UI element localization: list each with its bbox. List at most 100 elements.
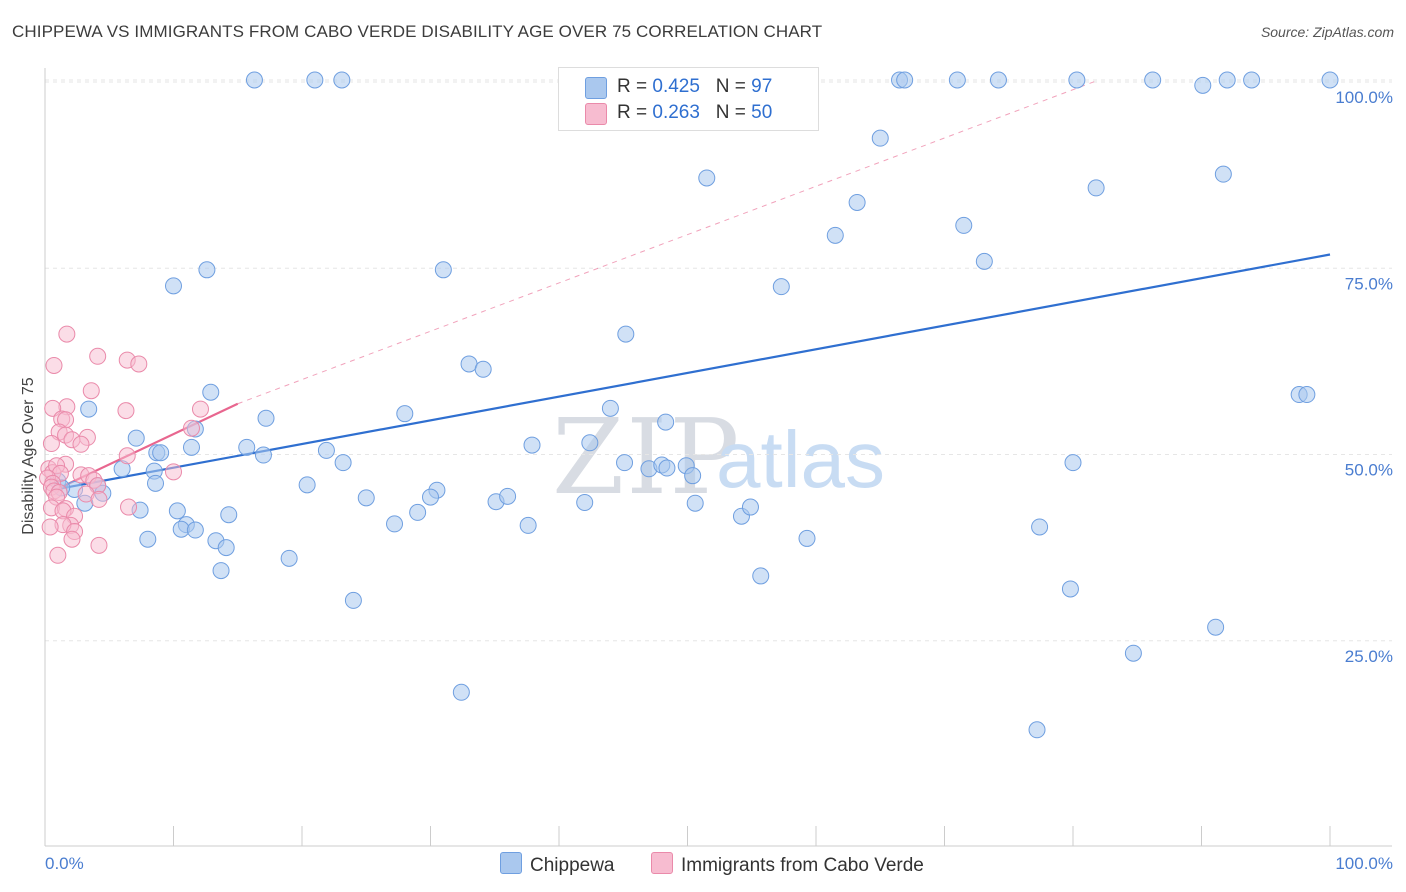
point-chippewa (741, 498, 759, 516)
point-chippewa (238, 438, 256, 456)
legend-n-label: N = (715, 76, 752, 97)
y-tick-label: 100.0% (1335, 88, 1393, 107)
point-chippewa (333, 71, 351, 89)
point-chippewa (955, 216, 973, 234)
point-cabo-verde (165, 463, 182, 481)
legend-box: R = 0.425 N = 97 R = 0.263 N = 50 (558, 67, 819, 131)
point-chippewa (298, 476, 316, 494)
point-chippewa (1068, 71, 1086, 89)
point-cabo-verde (45, 356, 63, 374)
point-chippewa (576, 493, 594, 511)
point-cabo-verde (42, 435, 60, 453)
point-chippewa (257, 409, 275, 427)
point-chippewa (147, 474, 165, 492)
legend-n-value: 50 (751, 102, 773, 123)
bottom-legend-label: Immigrants from Cabo Verde (681, 855, 924, 876)
point-chippewa (172, 520, 190, 538)
legend-swatch-chippewa (585, 77, 607, 99)
legend-n-label: N = (715, 102, 752, 123)
point-chippewa (344, 591, 362, 609)
bottom-legend-swatch-chippewa (500, 852, 522, 874)
point-chippewa (657, 413, 675, 431)
point-cabo-verde (82, 382, 100, 400)
point-chippewa (139, 530, 157, 548)
point-cabo-verde (117, 402, 135, 420)
bottom-legend-chippewa: Chippewa (500, 852, 615, 877)
point-chippewa (658, 459, 676, 477)
point-chippewa (698, 169, 716, 187)
point-chippewa (581, 434, 599, 452)
point-chippewa (1214, 165, 1232, 183)
point-chippewa (127, 429, 145, 447)
point-chippewa (245, 71, 263, 89)
bottom-legend-cabo-verde: Immigrants from Cabo Verde (651, 852, 924, 877)
trend-layer (50, 79, 1331, 493)
x-tick-label: 0.0% (45, 854, 84, 873)
point-cabo-verde (118, 447, 136, 465)
point-chippewa (601, 399, 619, 417)
point-chippewa (317, 441, 335, 459)
point-chippewa (616, 454, 634, 472)
point-cabo-verde (41, 518, 59, 536)
point-chippewa (357, 489, 375, 507)
legend-r-label: R = (617, 102, 653, 123)
point-chippewa (212, 562, 230, 580)
point-chippewa (460, 355, 478, 373)
y-axis-label: Disability Age Over 75 (20, 377, 37, 535)
point-chippewa (519, 516, 537, 534)
point-cabo-verde (58, 325, 76, 343)
point-chippewa (217, 539, 235, 557)
point-chippewa (1028, 721, 1046, 739)
bottom-legend: Chippewa Immigrants from Cabo Verde (0, 852, 1406, 878)
point-chippewa (989, 71, 1007, 89)
point-chippewa (396, 405, 414, 423)
point-cabo-verde (120, 498, 138, 516)
point-chippewa (871, 129, 889, 147)
point-chippewa (1144, 71, 1162, 89)
point-chippewa (826, 226, 844, 244)
legend-r-label: R = (617, 76, 653, 97)
point-chippewa (202, 383, 220, 401)
point-chippewa (1218, 71, 1236, 89)
point-chippewa (80, 400, 98, 418)
point-chippewa (182, 438, 200, 456)
point-cabo-verde (49, 546, 67, 564)
point-chippewa (617, 325, 635, 343)
point-chippewa (948, 71, 966, 89)
point-chippewa (1194, 76, 1212, 94)
point-chippewa (334, 454, 352, 472)
point-chippewa (684, 467, 702, 485)
legend-n-value: 97 (751, 76, 773, 97)
point-chippewa (752, 567, 770, 585)
point-chippewa (499, 487, 517, 505)
point-cabo-verde (191, 400, 209, 418)
point-chippewa (798, 529, 816, 547)
point-chippewa (434, 261, 452, 279)
point-cabo-verde (90, 490, 108, 508)
point-chippewa (523, 436, 541, 454)
point-chippewa (474, 360, 492, 378)
point-chippewa (1207, 618, 1225, 636)
point-chippewa (686, 494, 704, 512)
point-chippewa (1243, 71, 1261, 89)
point-chippewa (165, 277, 182, 295)
y-tick-label: 75.0% (1345, 274, 1393, 293)
point-chippewa (409, 503, 427, 521)
y-tick-label: 50.0% (1345, 461, 1393, 480)
point-chippewa (896, 71, 914, 89)
point-chippewa (1298, 386, 1316, 404)
legend-swatch-cabo-verde (585, 103, 607, 125)
point-chippewa (1031, 518, 1049, 536)
grid-layer (45, 79, 1392, 642)
point-chippewa (168, 502, 186, 520)
point-chippewa (306, 71, 324, 89)
point-chippewa (452, 683, 470, 701)
point-chippewa (1061, 580, 1079, 598)
labels-layer: 25.0% 50.0% 75.0% 100.0% 0.0% 100.0% (45, 88, 1393, 873)
point-cabo-verde (89, 347, 107, 365)
point-chippewa (386, 515, 404, 533)
point-chippewa (254, 446, 272, 464)
point-chippewa (848, 193, 866, 211)
points-layer (39, 71, 1339, 739)
